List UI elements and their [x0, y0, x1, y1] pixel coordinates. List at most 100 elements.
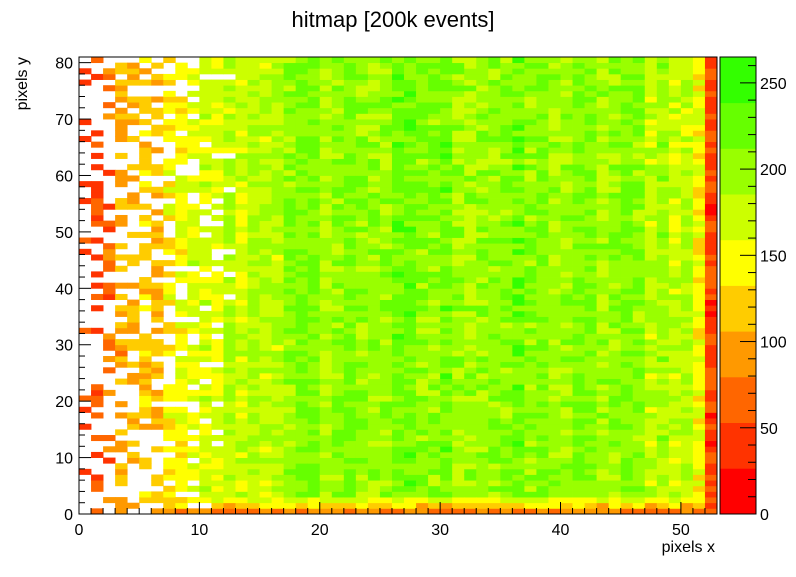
heatmap-cell — [620, 480, 634, 487]
heatmap-cell — [632, 214, 646, 222]
heatmap-cell — [548, 147, 561, 154]
heatmap-cell — [139, 395, 152, 402]
heatmap-cell — [560, 164, 573, 171]
heatmap-cell — [680, 254, 694, 261]
heatmap-cell — [355, 169, 369, 176]
heatmap-cell — [692, 429, 706, 436]
heatmap-cell — [307, 62, 321, 69]
heatmap-cell — [488, 356, 501, 363]
heatmap-cell — [331, 412, 345, 419]
heatmap-cell — [440, 73, 453, 80]
heatmap-cell — [488, 344, 501, 351]
heatmap-cell — [367, 299, 381, 306]
heatmap-cell — [620, 491, 634, 498]
heatmap-cell — [572, 372, 585, 379]
heatmap-cell — [283, 350, 297, 357]
heatmap-cell — [620, 169, 634, 176]
heatmap-cell — [608, 85, 622, 92]
heatmap-cell — [307, 265, 321, 272]
heatmap-cell — [283, 73, 297, 80]
heatmap-cell — [704, 435, 718, 442]
heatmap-cell — [391, 135, 405, 143]
heatmap-cell — [512, 412, 525, 419]
heatmap-cell — [271, 435, 285, 442]
heatmap-cell — [416, 412, 429, 419]
heatmap-cell — [367, 463, 381, 470]
heatmap-cell — [536, 384, 549, 391]
heatmap-cell — [536, 457, 549, 464]
heatmap-cell — [500, 384, 513, 391]
heatmap-cell — [211, 299, 224, 306]
heatmap-cell — [524, 203, 537, 210]
heatmap-cell — [91, 237, 104, 244]
heatmap-cell — [343, 305, 357, 312]
heatmap-cell — [440, 192, 453, 199]
heatmap-cell — [199, 198, 212, 205]
heatmap-cell — [524, 406, 537, 413]
heatmap-cell — [704, 344, 718, 351]
heatmap-cell — [632, 344, 646, 351]
heatmap-cell — [247, 299, 260, 306]
heatmap-cell — [175, 378, 188, 385]
heatmap-cell — [668, 152, 682, 159]
heatmap-cell — [512, 260, 525, 267]
heatmap-cell — [488, 169, 501, 176]
heatmap-cell — [187, 305, 200, 312]
heatmap-cell — [271, 412, 285, 419]
heatmap-cell — [512, 367, 525, 374]
heatmap-cell — [163, 96, 176, 103]
heatmap-cell — [524, 418, 537, 425]
heatmap-cell — [91, 412, 104, 419]
heatmap-cell — [199, 119, 212, 126]
heatmap-cell — [404, 102, 417, 109]
heatmap-cell — [476, 468, 489, 475]
heatmap-cell — [416, 418, 429, 425]
heatmap-cell — [656, 226, 670, 233]
heatmap-cell — [283, 85, 297, 92]
heatmap-cell — [343, 198, 357, 205]
heatmap-cell — [680, 333, 694, 340]
heatmap-cell — [680, 169, 694, 176]
heatmap-cell — [596, 175, 610, 182]
heatmap-cell — [379, 327, 393, 334]
heatmap-cell — [464, 237, 477, 244]
heatmap-cell — [271, 141, 285, 148]
heatmap-cell — [476, 322, 489, 329]
heatmap-cell — [632, 68, 646, 75]
heatmap-cell — [283, 423, 297, 430]
heatmap-cell — [235, 356, 248, 363]
heatmap-cell — [115, 412, 128, 419]
heatmap-cell — [163, 322, 176, 329]
heatmap-cell — [271, 152, 285, 159]
heatmap-cell — [584, 113, 598, 120]
heatmap-cell — [271, 350, 285, 357]
heatmap-cell — [500, 113, 513, 120]
heatmap-cell — [656, 220, 670, 227]
heatmap-cell — [476, 231, 489, 238]
heatmap-cell — [692, 508, 706, 515]
heatmap-cell — [271, 220, 285, 227]
heatmap-cell — [548, 141, 561, 148]
heatmap-cell — [656, 451, 670, 458]
heatmap-cell — [259, 220, 273, 227]
heatmap-cell — [488, 243, 501, 250]
heatmap-cell — [271, 248, 285, 255]
heatmap-cell — [512, 350, 525, 357]
heatmap-cell — [271, 243, 285, 250]
heatmap-cell — [247, 181, 260, 188]
heatmap-cell — [404, 237, 417, 244]
heatmap-cell — [391, 169, 405, 176]
heatmap-cell — [656, 254, 670, 261]
plot-frame — [78, 56, 718, 515]
heatmap-cell — [704, 508, 718, 515]
heatmap-cell — [644, 423, 658, 430]
heatmap-cell — [596, 226, 610, 233]
heatmap-cell — [283, 418, 297, 425]
heatmap-cell — [476, 57, 489, 64]
heatmap-cell — [512, 474, 525, 481]
heatmap-cell — [608, 209, 622, 216]
heatmap-cell — [295, 333, 309, 340]
heatmap-cell — [536, 90, 549, 97]
heatmap-cell — [584, 243, 598, 250]
heatmap-cell — [620, 124, 634, 131]
